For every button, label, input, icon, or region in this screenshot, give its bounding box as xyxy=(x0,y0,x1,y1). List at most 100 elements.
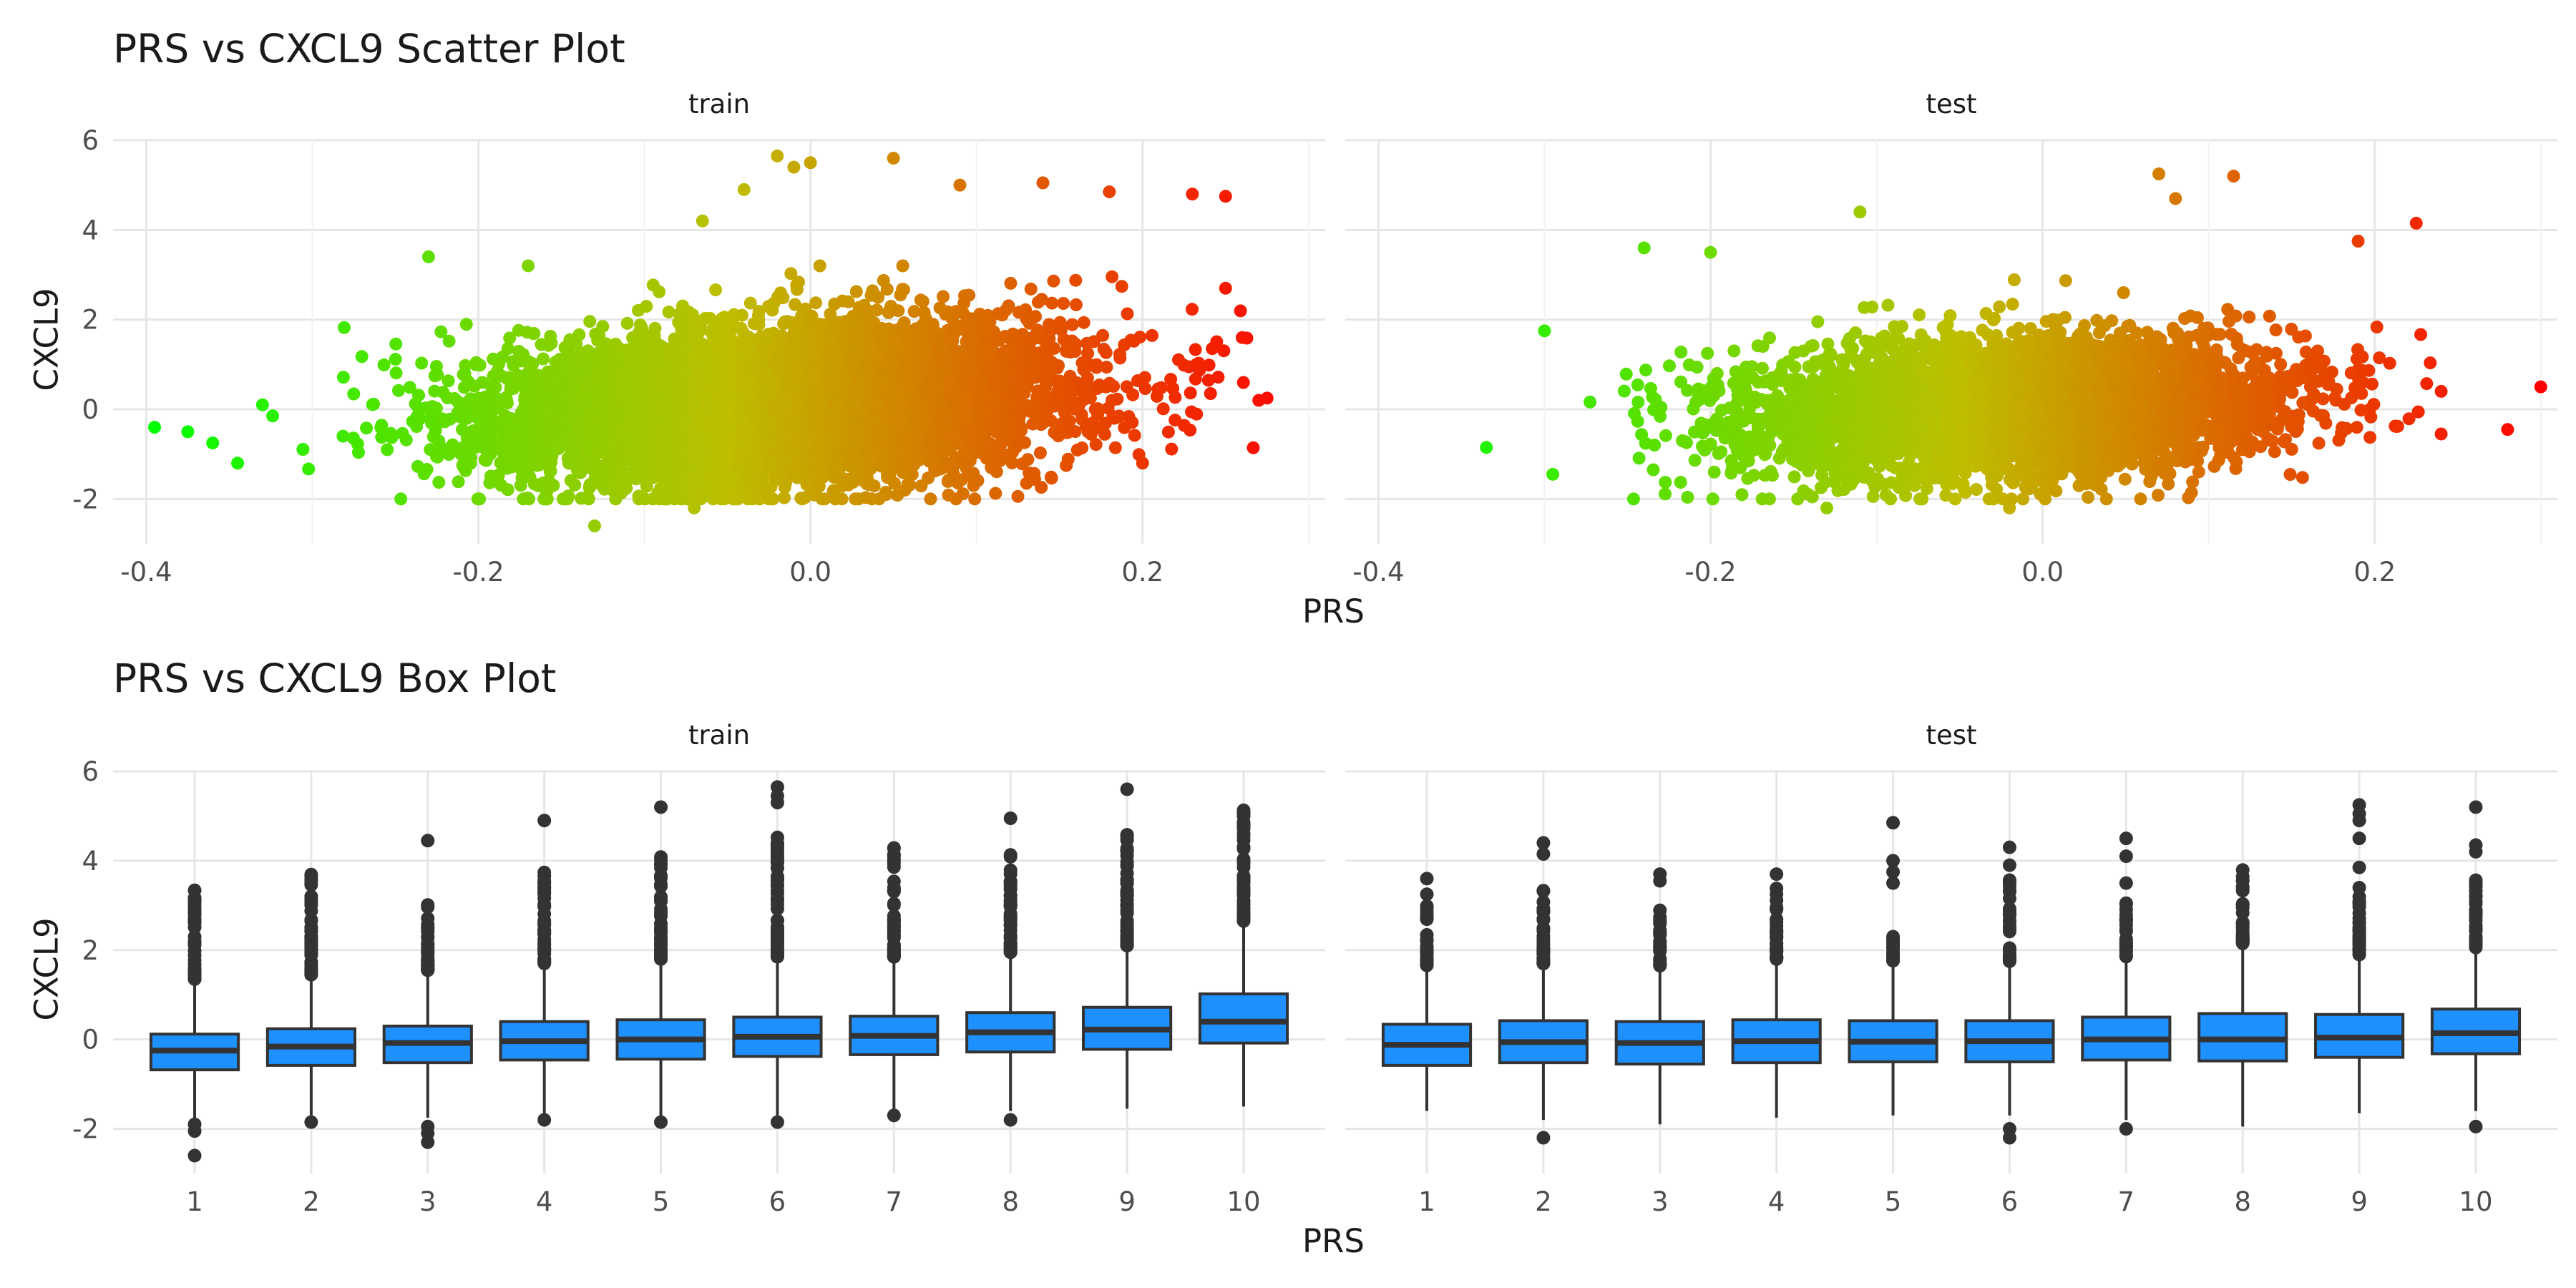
scatter-point xyxy=(473,358,487,372)
scatter-strip-train: train xyxy=(688,89,750,119)
scatter-plot-title: PRS vs CXCL9 Scatter Plot xyxy=(113,26,625,72)
scatter-point xyxy=(813,259,826,273)
scatter-point xyxy=(676,299,689,313)
scatter-point xyxy=(434,325,448,338)
scatter-point xyxy=(1189,343,1202,356)
scatter-point xyxy=(809,296,822,310)
scatter-point xyxy=(1091,402,1105,416)
scatter-y-tick-label: 4 xyxy=(82,215,99,245)
scatter-point xyxy=(892,304,905,318)
scatter-point xyxy=(640,300,653,313)
scatter-point xyxy=(389,353,402,366)
scatter-point xyxy=(686,308,699,321)
scatter-point xyxy=(411,459,424,473)
scatter-point xyxy=(500,459,514,472)
scatter-point xyxy=(662,306,675,318)
scatter-point xyxy=(1047,274,1060,288)
scatter-point xyxy=(468,379,481,393)
scatter-point xyxy=(543,465,557,479)
scatter-point xyxy=(1057,297,1070,310)
scatter-point xyxy=(459,318,473,331)
scatter-point xyxy=(1090,361,1103,374)
scatter-point xyxy=(432,476,446,489)
scatter-point xyxy=(517,467,530,480)
scatter-point xyxy=(392,384,405,397)
scatter-point xyxy=(1077,316,1091,329)
scatter-point xyxy=(596,320,610,333)
scatter-point xyxy=(1121,307,1134,321)
scatter-point xyxy=(990,465,1003,479)
scatter-point xyxy=(914,479,928,493)
scatter-point xyxy=(728,492,742,506)
scatter-y-tick-label: 2 xyxy=(82,305,99,336)
scatter-point xyxy=(1165,442,1179,456)
scatter-point xyxy=(1131,374,1144,387)
scatter-point xyxy=(894,288,907,302)
scatter-point xyxy=(1204,387,1217,400)
scatter-y-tick-label: 0 xyxy=(82,394,99,425)
scatter-point xyxy=(849,285,863,298)
scatter-x-tick-label: -0.2 xyxy=(452,557,504,587)
scatter-point xyxy=(1030,323,1044,337)
scatter-point xyxy=(1108,441,1122,454)
scatter-point xyxy=(442,334,456,348)
scatter-point xyxy=(1156,402,1170,416)
scatter-point xyxy=(914,293,927,307)
scatter-point xyxy=(880,283,894,296)
scatter-point xyxy=(424,410,438,424)
scatter-point xyxy=(1186,303,1199,316)
scatter-point xyxy=(646,278,660,292)
scatter-point xyxy=(336,371,350,384)
scatter-point xyxy=(583,315,597,328)
scatter-point xyxy=(824,307,837,321)
scatter-point xyxy=(784,267,798,280)
scatter-point xyxy=(1189,372,1202,386)
scatter-point xyxy=(389,337,403,351)
scatter-point xyxy=(1120,380,1133,394)
scatter-point xyxy=(1177,358,1191,372)
scatter-point xyxy=(501,342,514,355)
scatter-point xyxy=(547,479,560,492)
scatter-x-axis-label: PRS xyxy=(1302,592,1365,630)
scatter-point xyxy=(778,491,791,504)
scatter-points-train xyxy=(148,149,1274,532)
scatter-point xyxy=(1217,344,1231,358)
scatter-point xyxy=(520,326,534,339)
scatter-point xyxy=(527,477,541,491)
scatter-point xyxy=(956,487,970,500)
scatter-point xyxy=(360,421,374,435)
scatter-point xyxy=(1166,381,1180,395)
scatter-point xyxy=(266,409,280,423)
scatter-point xyxy=(384,426,398,440)
scatter-x-tick-label: 0.0 xyxy=(789,557,831,587)
scatter-point xyxy=(1032,385,1045,399)
box-plot-title: PRS vs CXCL9 Box Plot xyxy=(113,655,557,701)
scatter-point xyxy=(381,443,394,457)
scatter-point xyxy=(674,492,688,506)
scatter-point xyxy=(1004,276,1018,290)
scatter-point xyxy=(942,488,955,502)
scatter-point xyxy=(1068,425,1082,439)
scatter-point xyxy=(1065,318,1079,331)
scatter-point xyxy=(479,454,493,467)
scatter-y-tick-label: 6 xyxy=(82,125,99,156)
scatter-point xyxy=(521,492,535,504)
scatter-point xyxy=(620,316,634,330)
scatter-x-tick-label: 0.2 xyxy=(1121,557,1163,587)
scatter-point xyxy=(1236,376,1250,389)
scatter-point xyxy=(836,294,849,308)
scatter-x-tick-label: -0.4 xyxy=(120,557,172,587)
scatter-point xyxy=(1015,457,1029,471)
scatter-panel-train: -2 0 2 4 6 train -0.4 -0.2 0.0 0.2 xyxy=(72,89,1325,587)
scatter-y-tick-label: -2 xyxy=(72,484,99,514)
scatter-point xyxy=(489,381,502,394)
scatter-point xyxy=(989,487,1002,500)
scatter-point xyxy=(441,374,455,388)
scatter-point xyxy=(1069,298,1083,311)
scatter-point xyxy=(471,492,484,506)
scatter-point xyxy=(355,350,369,364)
box-x-axis-label: PRS xyxy=(1302,1222,1365,1260)
scatter-point xyxy=(1161,425,1175,439)
scatter-point xyxy=(503,331,517,345)
